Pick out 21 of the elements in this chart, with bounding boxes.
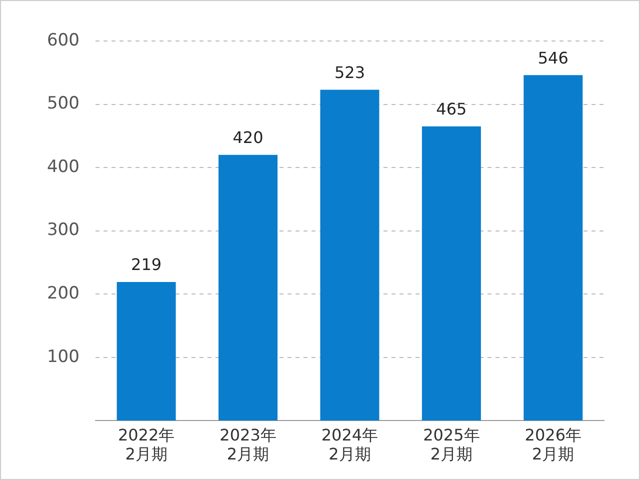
x-tick-label: 2026年 2月期: [524, 425, 582, 464]
x-tick-label: 2025年 2月期: [423, 425, 480, 464]
x-tick-label: 2023年 2月期: [220, 425, 276, 464]
bar: [116, 282, 176, 421]
data-label: 219: [131, 255, 162, 274]
y-tick-label: 200: [46, 283, 80, 304]
y-tick-label: 600: [46, 30, 80, 50]
y-tick-label: 500: [46, 94, 80, 114]
data-label: 523: [334, 62, 365, 82]
x-tick-label: 2024年 2月期: [321, 425, 378, 464]
data-label: 546: [538, 48, 568, 68]
y-tick-label: 400: [46, 156, 80, 177]
y-tick-label: 100: [46, 346, 80, 367]
x-tick-label: 2022年 2月期: [118, 425, 175, 464]
y-tick-label: 300: [46, 220, 80, 240]
bar: [320, 90, 380, 421]
data-label: 465: [436, 100, 467, 119]
bar: [422, 126, 481, 421]
bar: [524, 75, 583, 421]
data-label: 420: [232, 128, 264, 148]
bar: [218, 154, 278, 421]
